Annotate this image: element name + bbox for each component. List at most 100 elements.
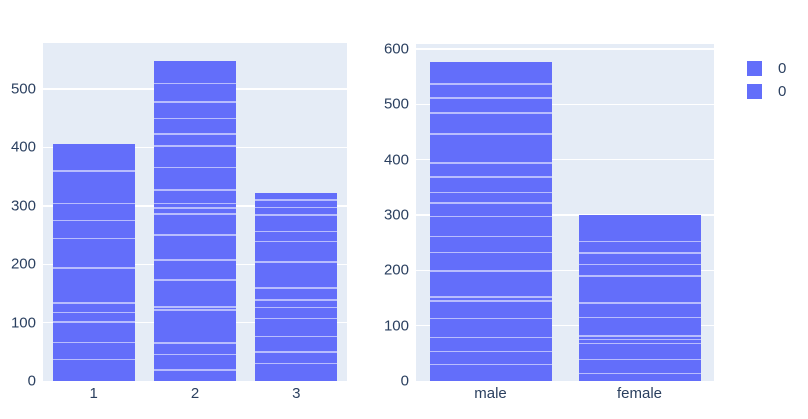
bar-segment-line xyxy=(154,353,236,356)
right-bar-chart: 0 100 200 300 400 500 600 male female xyxy=(384,41,714,402)
bar-segment-line xyxy=(154,259,236,261)
y-tick-label: 300 xyxy=(383,206,409,224)
x-tick-label: 3 xyxy=(292,385,301,402)
bar-segment-line xyxy=(429,317,552,320)
bar-segment-line xyxy=(255,199,338,201)
bar-segment-line xyxy=(429,133,552,135)
bar-segment-line xyxy=(154,213,236,215)
legend-label: 0 xyxy=(778,83,787,100)
x-tick-label: male xyxy=(474,385,507,402)
legend-item[interactable]: 0 xyxy=(747,57,786,80)
y-tick-label: 300 xyxy=(10,197,36,215)
y-tick-label: 500 xyxy=(10,80,36,98)
bar-segment-line xyxy=(255,299,338,301)
left-bar-chart: 0 100 200 300 400 500 1 2 3 xyxy=(11,43,347,402)
bar-segment-line xyxy=(154,189,236,191)
bar-segment-line xyxy=(578,335,701,337)
bar-segment-line xyxy=(255,230,338,233)
bar-segment-line xyxy=(578,358,701,361)
bar-segment-line xyxy=(52,321,135,323)
bar-segment-line xyxy=(154,369,236,371)
bar-segment-line xyxy=(255,206,338,209)
x-tick-label: female xyxy=(616,385,663,402)
gridline xyxy=(416,103,714,106)
bar-segment-line xyxy=(52,311,135,314)
bar-segment-line xyxy=(429,162,552,164)
bar-segment-line xyxy=(255,214,338,216)
bar-segment-line xyxy=(154,279,236,281)
bar-2[interactable] xyxy=(154,61,236,381)
bar-segment-line xyxy=(578,252,701,254)
y-tick-label: 200 xyxy=(383,261,409,279)
bar-segment-line xyxy=(154,145,236,147)
bar-segment-line xyxy=(578,263,701,265)
y-tick-label: 600 xyxy=(383,40,409,58)
y-tick-label: 200 xyxy=(10,255,36,273)
bar-segment-line xyxy=(154,234,236,236)
legend-swatch-icon xyxy=(747,61,762,76)
bar-segment-line xyxy=(429,83,552,85)
bar-segment-line xyxy=(429,191,552,194)
bar-segment-line xyxy=(429,363,552,366)
bar-segment-line xyxy=(578,372,701,375)
bar-segment-line xyxy=(52,358,135,361)
bar-segment-line xyxy=(429,350,552,353)
gridline xyxy=(416,158,714,161)
bar-segment-line xyxy=(255,287,338,289)
y-tick-label: 0 xyxy=(27,372,36,390)
y-tick-label: 100 xyxy=(383,317,409,335)
bar-segment-line xyxy=(255,335,338,338)
bar-segment-line xyxy=(429,270,552,272)
bar-segment-line xyxy=(578,302,701,304)
bar-segment-line xyxy=(429,176,552,178)
bar-segment-line xyxy=(578,275,701,277)
bar-segment-line xyxy=(154,82,236,85)
y-tick-label: 500 xyxy=(383,95,409,113)
bar-segment-line xyxy=(429,112,552,114)
bar-segment-line xyxy=(154,207,236,209)
bar-segment-line xyxy=(255,362,338,365)
bar-1[interactable] xyxy=(52,144,135,381)
bar-segment-line xyxy=(429,336,552,339)
bar-segment-line xyxy=(429,235,552,238)
y-tick-label: 100 xyxy=(10,314,36,332)
bar-segment-line xyxy=(429,202,552,204)
bar-3[interactable] xyxy=(255,193,338,381)
gridline xyxy=(416,324,714,327)
bar-segment-line xyxy=(578,240,701,243)
bar-segment-line xyxy=(255,317,338,320)
bar-segment-line xyxy=(429,97,552,99)
bar-segment-line xyxy=(154,202,236,205)
bar-segment-line xyxy=(255,306,338,309)
x-tick-label: 2 xyxy=(190,385,200,402)
bar-segment-line xyxy=(52,219,135,222)
bar-segment-line xyxy=(52,267,135,269)
bar-segment-line xyxy=(154,306,236,308)
bar-segment-line xyxy=(255,351,338,353)
gridline xyxy=(416,214,714,216)
bar-segment-line xyxy=(52,170,135,172)
bar-segment-line xyxy=(52,341,135,344)
bar-segment-line xyxy=(429,300,552,302)
legend-label: 0 xyxy=(778,60,787,77)
gridline xyxy=(416,48,714,50)
bar-segment-line xyxy=(154,342,236,344)
y-tick-label: 0 xyxy=(400,372,409,390)
bar-segment-line xyxy=(52,202,135,205)
bar-segment-line xyxy=(154,101,236,103)
bar-segment-line xyxy=(154,117,236,120)
bar-male[interactable] xyxy=(429,62,552,381)
y-tick-label: 400 xyxy=(383,151,409,169)
gridline xyxy=(416,269,714,272)
bar-segment-line xyxy=(52,302,135,304)
bar-segment-line xyxy=(578,338,701,341)
bar-segment-line xyxy=(429,215,552,218)
bar-female[interactable] xyxy=(578,215,701,381)
x-tick-label: 1 xyxy=(89,385,98,402)
bar-segment-line xyxy=(255,240,338,243)
legend-item[interactable]: 0 xyxy=(747,80,786,103)
bar-segment-line xyxy=(578,342,701,345)
legend-swatch-icon xyxy=(747,84,762,99)
